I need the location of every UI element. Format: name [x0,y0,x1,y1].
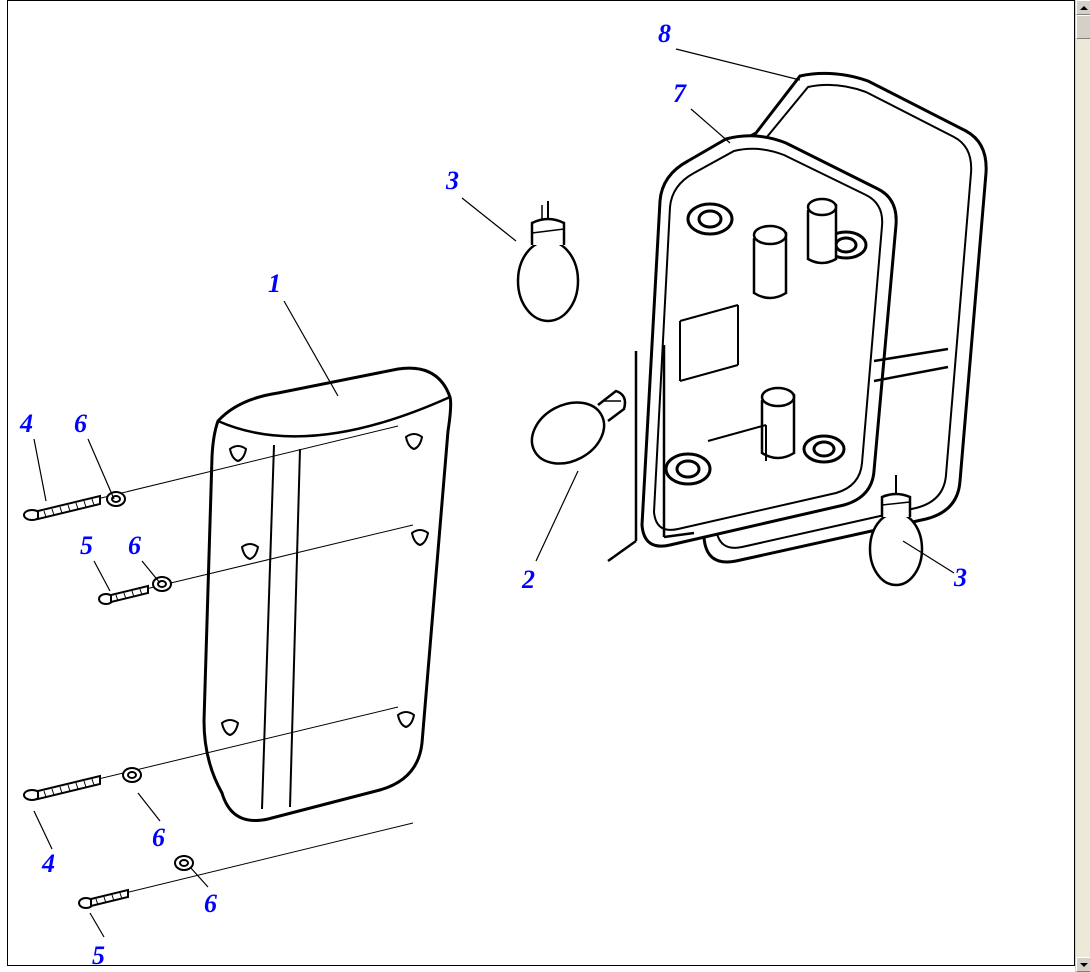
callout-2: 2 [522,565,535,595]
scroll-up-button[interactable] [1076,0,1090,15]
callout-7: 7 [673,79,686,109]
parts-illustration [8,1,1076,967]
part-bulb-2 [521,390,625,475]
callout-6c: 6 [152,823,165,853]
callout-5a: 5 [80,531,93,561]
callout-3b: 3 [954,563,967,593]
callout-4b: 4 [42,849,55,879]
part-bulb-3-left [518,201,578,321]
callout-6a: 6 [74,409,87,439]
callout-6d: 6 [204,889,217,919]
part-lens-cover [204,368,451,820]
center-lines [35,426,413,902]
part-bulb-3-right [870,475,922,585]
callout-4a: 4 [20,409,33,439]
mounting-bracket [608,345,948,561]
callout-1: 1 [268,269,281,299]
part-base-plate [642,136,896,546]
part-gasket [704,73,986,562]
leader-lines [34,49,954,937]
callout-6b: 6 [128,531,141,561]
diagram-frame: 1 3 8 7 2 3 4 6 5 6 4 6 5 6 [7,0,1075,966]
callout-8: 8 [658,19,671,49]
fasteners [24,492,193,908]
callout-3a: 3 [446,166,459,196]
callout-5b: 5 [92,941,105,971]
scrollbar-thumb[interactable] [1076,15,1090,39]
vertical-scrollbar[interactable] [1075,0,1090,972]
scroll-down-button[interactable] [1076,957,1090,972]
